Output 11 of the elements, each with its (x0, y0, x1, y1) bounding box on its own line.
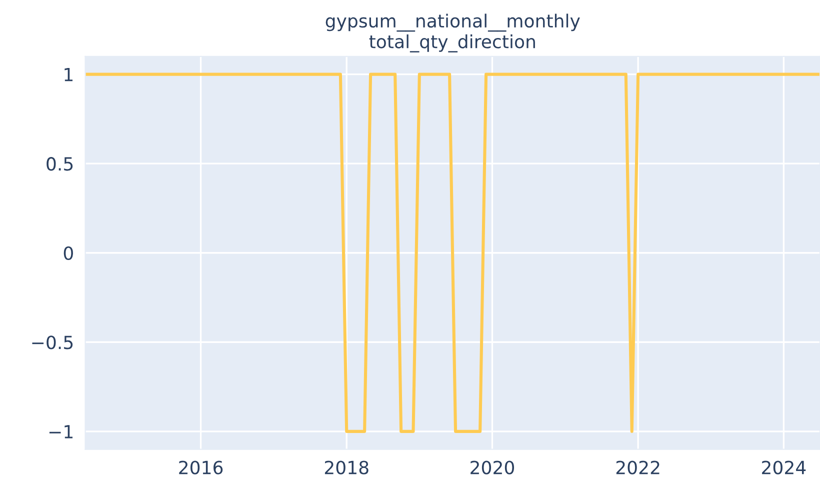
x-tick-label: 2024 (762, 460, 806, 474)
x-tick-label: 2018 (324, 460, 368, 474)
chart-title: gypsum__national__monthly total_qty_direction (326, 14, 580, 52)
y-tick-label: 0 (64, 246, 73, 260)
x-tick-label: 2016 (179, 460, 223, 474)
y-tick-label: 0.5 (46, 157, 73, 171)
y-tick-label: −1 (49, 425, 72, 438)
y-tick-label: 1 (64, 68, 72, 82)
y-tick-label: −0.5 (32, 336, 73, 350)
x-tick-label: 2022 (616, 460, 660, 474)
x-tick-label: 2020 (470, 460, 514, 474)
